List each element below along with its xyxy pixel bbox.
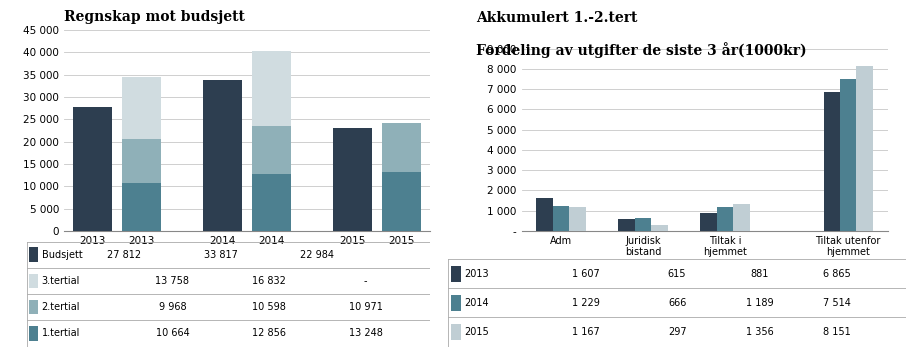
Bar: [450, 266, 460, 282]
Text: 2013: 2013: [464, 268, 489, 279]
Text: 10 971: 10 971: [349, 302, 382, 312]
Text: -: -: [364, 276, 368, 286]
Bar: [253, 51, 291, 126]
Bar: [450, 324, 460, 340]
Text: Fordeling av utgifter de siste 3 år(1000kr): Fordeling av utgifter de siste 3 år(1000…: [476, 42, 806, 58]
Text: 297: 297: [668, 327, 686, 337]
Bar: [29, 247, 38, 262]
Text: 27 812: 27 812: [107, 250, 141, 260]
Bar: [123, 139, 161, 183]
Bar: [382, 123, 421, 172]
Bar: [253, 174, 291, 231]
Bar: [856, 66, 873, 231]
Text: 666: 666: [668, 298, 686, 308]
Text: 7 514: 7 514: [824, 298, 851, 308]
Bar: [203, 80, 242, 231]
Bar: [733, 203, 749, 231]
Text: 33 817: 33 817: [204, 250, 238, 260]
Text: 1 167: 1 167: [572, 327, 599, 337]
Bar: [536, 198, 553, 231]
Text: 12 856: 12 856: [252, 328, 286, 338]
Text: 1 607: 1 607: [572, 268, 599, 279]
Text: 615: 615: [668, 268, 686, 279]
Text: 13 758: 13 758: [156, 276, 189, 286]
Text: 8 151: 8 151: [824, 327, 851, 337]
Bar: [382, 172, 421, 231]
Bar: [253, 126, 291, 174]
Text: 1.tertial: 1.tertial: [41, 328, 80, 338]
Bar: [635, 217, 651, 231]
Bar: [701, 213, 716, 231]
Bar: [716, 207, 733, 231]
Bar: [29, 274, 38, 288]
Bar: [450, 295, 460, 311]
Text: 3.tertial: 3.tertial: [41, 276, 80, 286]
Bar: [333, 128, 371, 231]
Bar: [73, 107, 112, 231]
Text: Akkumulert 1.-2.tert: Akkumulert 1.-2.tert: [476, 10, 637, 25]
Bar: [824, 92, 840, 231]
Bar: [569, 207, 586, 231]
Text: 13 248: 13 248: [349, 328, 382, 338]
Text: 881: 881: [750, 268, 769, 279]
Bar: [619, 218, 635, 231]
Text: 22 984: 22 984: [300, 250, 334, 260]
Text: 6 865: 6 865: [824, 268, 851, 279]
Text: 10 598: 10 598: [252, 302, 286, 312]
Text: 10 664: 10 664: [156, 328, 189, 338]
Bar: [29, 300, 38, 314]
Text: 2014: 2014: [464, 298, 489, 308]
Text: 9 968: 9 968: [158, 302, 186, 312]
Text: Budsjett: Budsjett: [41, 250, 82, 260]
Text: 1 356: 1 356: [746, 327, 773, 337]
Bar: [123, 183, 161, 231]
Bar: [553, 206, 569, 231]
Bar: [123, 77, 161, 139]
Bar: [651, 225, 668, 231]
Text: 1 189: 1 189: [746, 298, 773, 308]
Text: 16 832: 16 832: [252, 276, 286, 286]
Text: 2015: 2015: [464, 327, 490, 337]
Bar: [29, 326, 38, 341]
Text: 2.tertial: 2.tertial: [41, 302, 80, 312]
Text: Regnskap mot budsjett: Regnskap mot budsjett: [64, 10, 245, 25]
Text: 1 229: 1 229: [572, 298, 599, 308]
Bar: [840, 79, 856, 231]
